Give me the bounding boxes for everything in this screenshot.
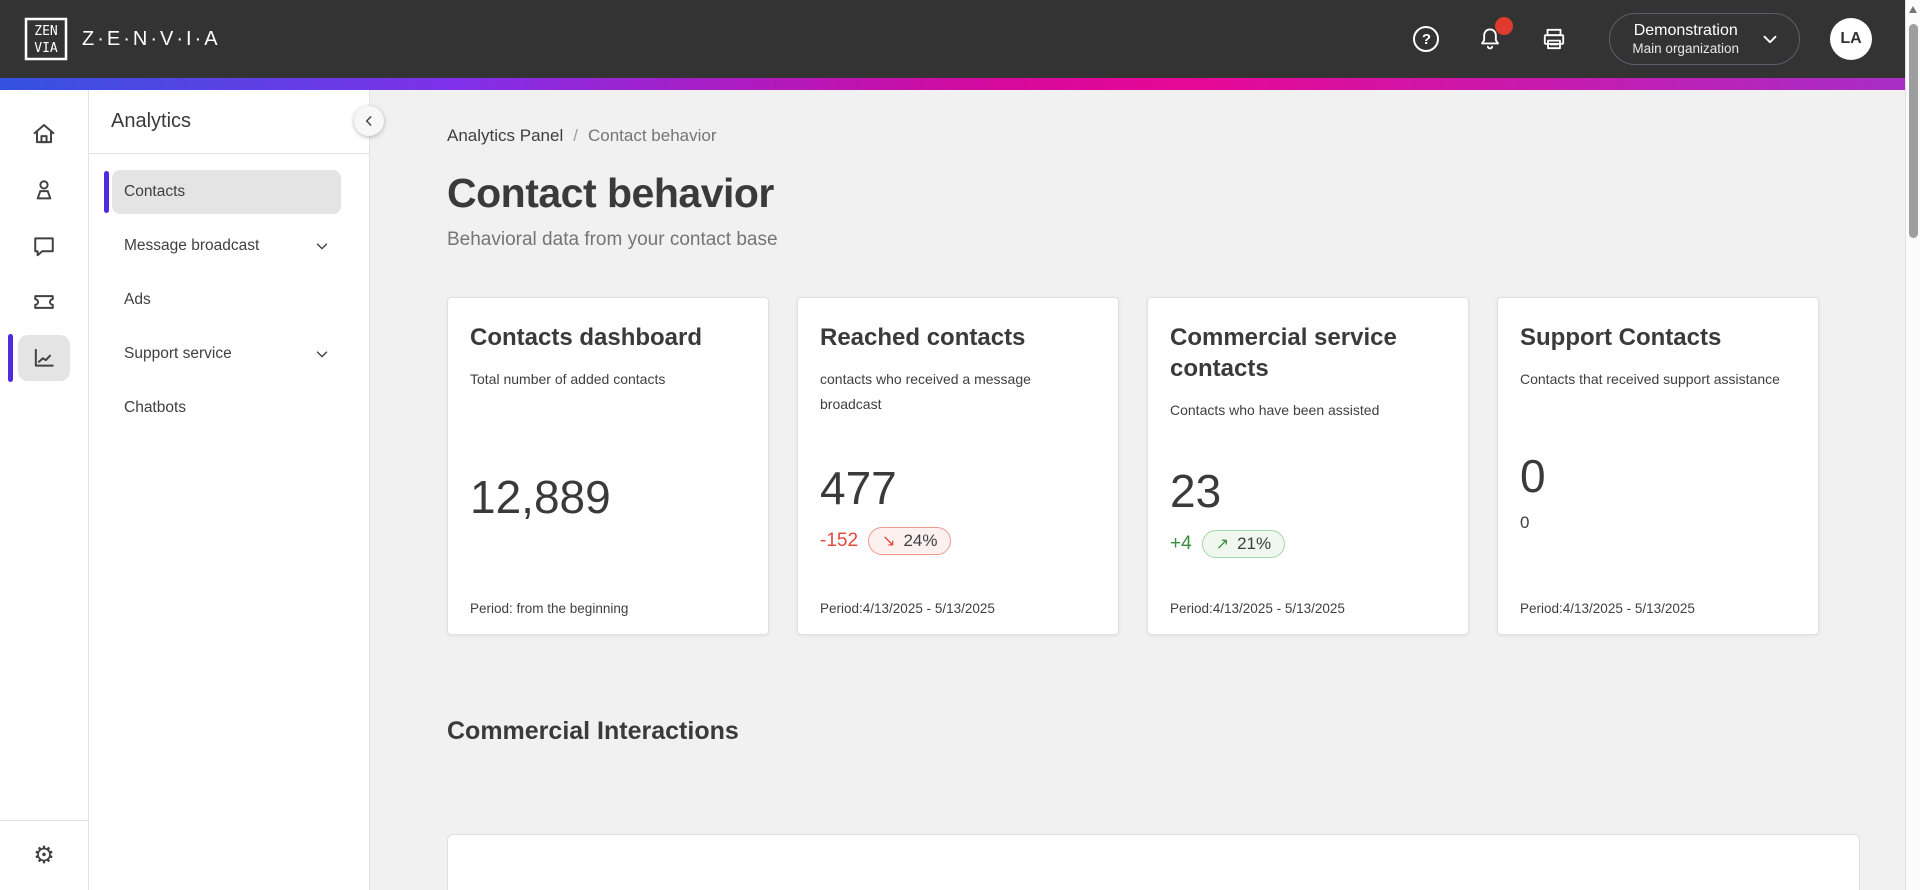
icon-rail: ⚙ xyxy=(0,90,89,890)
card-description: Total number of added contacts xyxy=(470,371,666,388)
zenvia-logo[interactable]: ZEN VIA Z·E·N·V·I·A xyxy=(24,17,221,61)
sidebar-menu: Contacts Message broadcast Ads Support s… xyxy=(89,154,369,430)
card-support-contacts: Support Contacts Contacts that received … xyxy=(1497,297,1819,635)
trend-percentage: 21% xyxy=(1237,534,1272,554)
card-value: 23 xyxy=(1170,465,1222,518)
section-heading-commercial-interactions: Commercial Interactions xyxy=(447,717,739,745)
active-item-indicator xyxy=(7,334,13,382)
sidebar-item-chatbots[interactable]: Chatbots xyxy=(112,386,341,430)
trend-badge-up: ↗ 21% xyxy=(1201,530,1286,559)
main-content: Analytics Panel / Contact behavior Conta… xyxy=(370,90,1920,890)
vertical-scrollbar[interactable] xyxy=(1905,0,1920,890)
organization-name: Demonstration xyxy=(1633,21,1738,39)
home-icon xyxy=(33,124,55,144)
ticket-icon xyxy=(34,295,54,309)
card-value: 12,889 xyxy=(470,470,611,523)
zenvia-logo-icon: ZEN VIA xyxy=(24,17,68,61)
card-title: Contacts dashboard xyxy=(470,324,703,351)
sidebar-divider xyxy=(89,153,369,154)
rail-item-contacts[interactable] xyxy=(0,162,89,218)
card-reached-contacts: Reached contacts contacts who received a… xyxy=(797,297,1119,635)
sidebar-item-ads[interactable]: Ads xyxy=(112,278,341,322)
rail-bottom-section: ⚙ xyxy=(0,820,89,890)
card-delta-row: +4 ↗ 21% xyxy=(1170,528,1442,560)
card-period: Period:4/13/2025 - 5/13/2025 xyxy=(1520,601,1695,616)
rail-item-analytics-active[interactable] xyxy=(0,330,89,386)
card-contacts-dashboard: Contacts dashboard Total number of added… xyxy=(447,297,769,635)
card-title: Commercial service contacts xyxy=(1170,324,1397,383)
metric-cards-row: Contacts dashboard Total number of added… xyxy=(447,297,1860,635)
sidebar-item-label: Contacts xyxy=(124,183,186,200)
notification-badge xyxy=(1495,17,1514,35)
active-menu-indicator xyxy=(104,171,109,213)
rail-item-home[interactable] xyxy=(0,106,89,162)
help-icon: ? xyxy=(1413,26,1440,52)
breadcrumb-analytics-panel[interactable]: Analytics Panel xyxy=(447,126,564,145)
scrollbar-up-arrow[interactable] xyxy=(1909,6,1917,13)
sidebar-item-label: Ads xyxy=(124,291,151,308)
card-value: 0 xyxy=(1520,449,1546,502)
breadcrumb-separator: / xyxy=(573,126,578,145)
sidebar-item-label: Support service xyxy=(124,345,232,362)
breadcrumb: Analytics Panel / Contact behavior xyxy=(447,126,1860,146)
sidebar-title: Analytics xyxy=(111,110,192,132)
topbar: ZEN VIA Z·E·N·V·I·A ? xyxy=(0,0,1920,78)
line-chart-icon xyxy=(34,348,54,367)
organization-sub: Main organization xyxy=(1632,40,1739,56)
scrollbar-thumb[interactable] xyxy=(1909,24,1918,238)
card-description: contacts who received a message broadcas… xyxy=(820,371,1031,413)
rail-item-tickets[interactable] xyxy=(0,274,89,330)
print-button[interactable] xyxy=(1539,24,1569,54)
analytics-sidebar: Analytics Contacts Message broadcast Ads xyxy=(89,90,384,890)
sidebar-item-label: Message broadcast xyxy=(124,237,260,254)
brand-gradient-bar xyxy=(0,78,1920,90)
person-icon xyxy=(36,180,52,200)
rail-item-conversations[interactable] xyxy=(0,218,89,274)
chevron-down-icon xyxy=(313,345,331,363)
trend-badge-down: ↘ 24% xyxy=(868,527,952,556)
organization-labels: Demonstration Main organization xyxy=(1632,21,1739,58)
card-delta-row: -152 ↘ 24% xyxy=(820,525,1092,557)
delta-value: +4 xyxy=(1170,533,1192,555)
svg-text:ZEN: ZEN xyxy=(34,24,57,39)
user-avatar[interactable]: LA xyxy=(1830,18,1872,60)
chevron-left-icon xyxy=(365,116,372,126)
page-title: Contact behavior xyxy=(447,170,774,216)
card-sub-value: 0 xyxy=(1520,512,1530,532)
chevron-down-icon xyxy=(1763,35,1777,44)
help-button[interactable]: ? xyxy=(1411,24,1441,54)
chevron-down-icon xyxy=(313,237,331,255)
card-period: Period: from the beginning xyxy=(470,601,629,616)
card-title: Support Contacts xyxy=(1520,324,1722,351)
sidebar-item-support-service[interactable]: Support service xyxy=(112,332,341,376)
brand-wordmark: Z·E·N·V·I·A xyxy=(82,27,221,50)
trend-percentage: 24% xyxy=(903,531,938,551)
organization-switcher[interactable]: Demonstration Main organization xyxy=(1609,12,1800,66)
card-value: 477 xyxy=(820,462,897,515)
collapse-sidebar-button[interactable] xyxy=(354,106,384,136)
card-commercial-service-contacts: Commercial service contacts Contacts who… xyxy=(1147,297,1469,635)
delta-value: -152 xyxy=(820,530,859,552)
bell-icon xyxy=(1481,28,1500,50)
printer-icon xyxy=(1544,28,1565,50)
breadcrumb-current: Contact behavior xyxy=(587,126,717,145)
next-section-card-edge xyxy=(447,834,1860,890)
card-description: Contacts who have been assisted xyxy=(1170,402,1380,419)
notifications-button[interactable] xyxy=(1475,17,1514,54)
trend-down-arrow-icon: ↘ xyxy=(882,533,896,551)
page-subtitle: Behavioral data from your contact base xyxy=(447,229,778,250)
sidebar-item-label: Chatbots xyxy=(124,399,187,416)
card-description: Contacts that received support assistanc… xyxy=(1520,371,1780,388)
topbar-actions: ? Demonstration M xyxy=(1377,12,1872,66)
svg-text:VIA: VIA xyxy=(34,41,58,56)
sidebar-item-message-broadcast[interactable]: Message broadcast xyxy=(112,224,341,268)
sidebar-item-contacts[interactable]: Contacts xyxy=(104,170,341,214)
settings-gear-icon[interactable]: ⚙ xyxy=(33,842,55,869)
card-title: Reached contacts xyxy=(820,324,1026,351)
card-period: Period:4/13/2025 - 5/13/2025 xyxy=(1170,601,1345,616)
card-period: Period:4/13/2025 - 5/13/2025 xyxy=(820,601,995,616)
trend-up-arrow-icon: ↗ xyxy=(1215,536,1230,554)
chat-icon xyxy=(34,237,54,257)
